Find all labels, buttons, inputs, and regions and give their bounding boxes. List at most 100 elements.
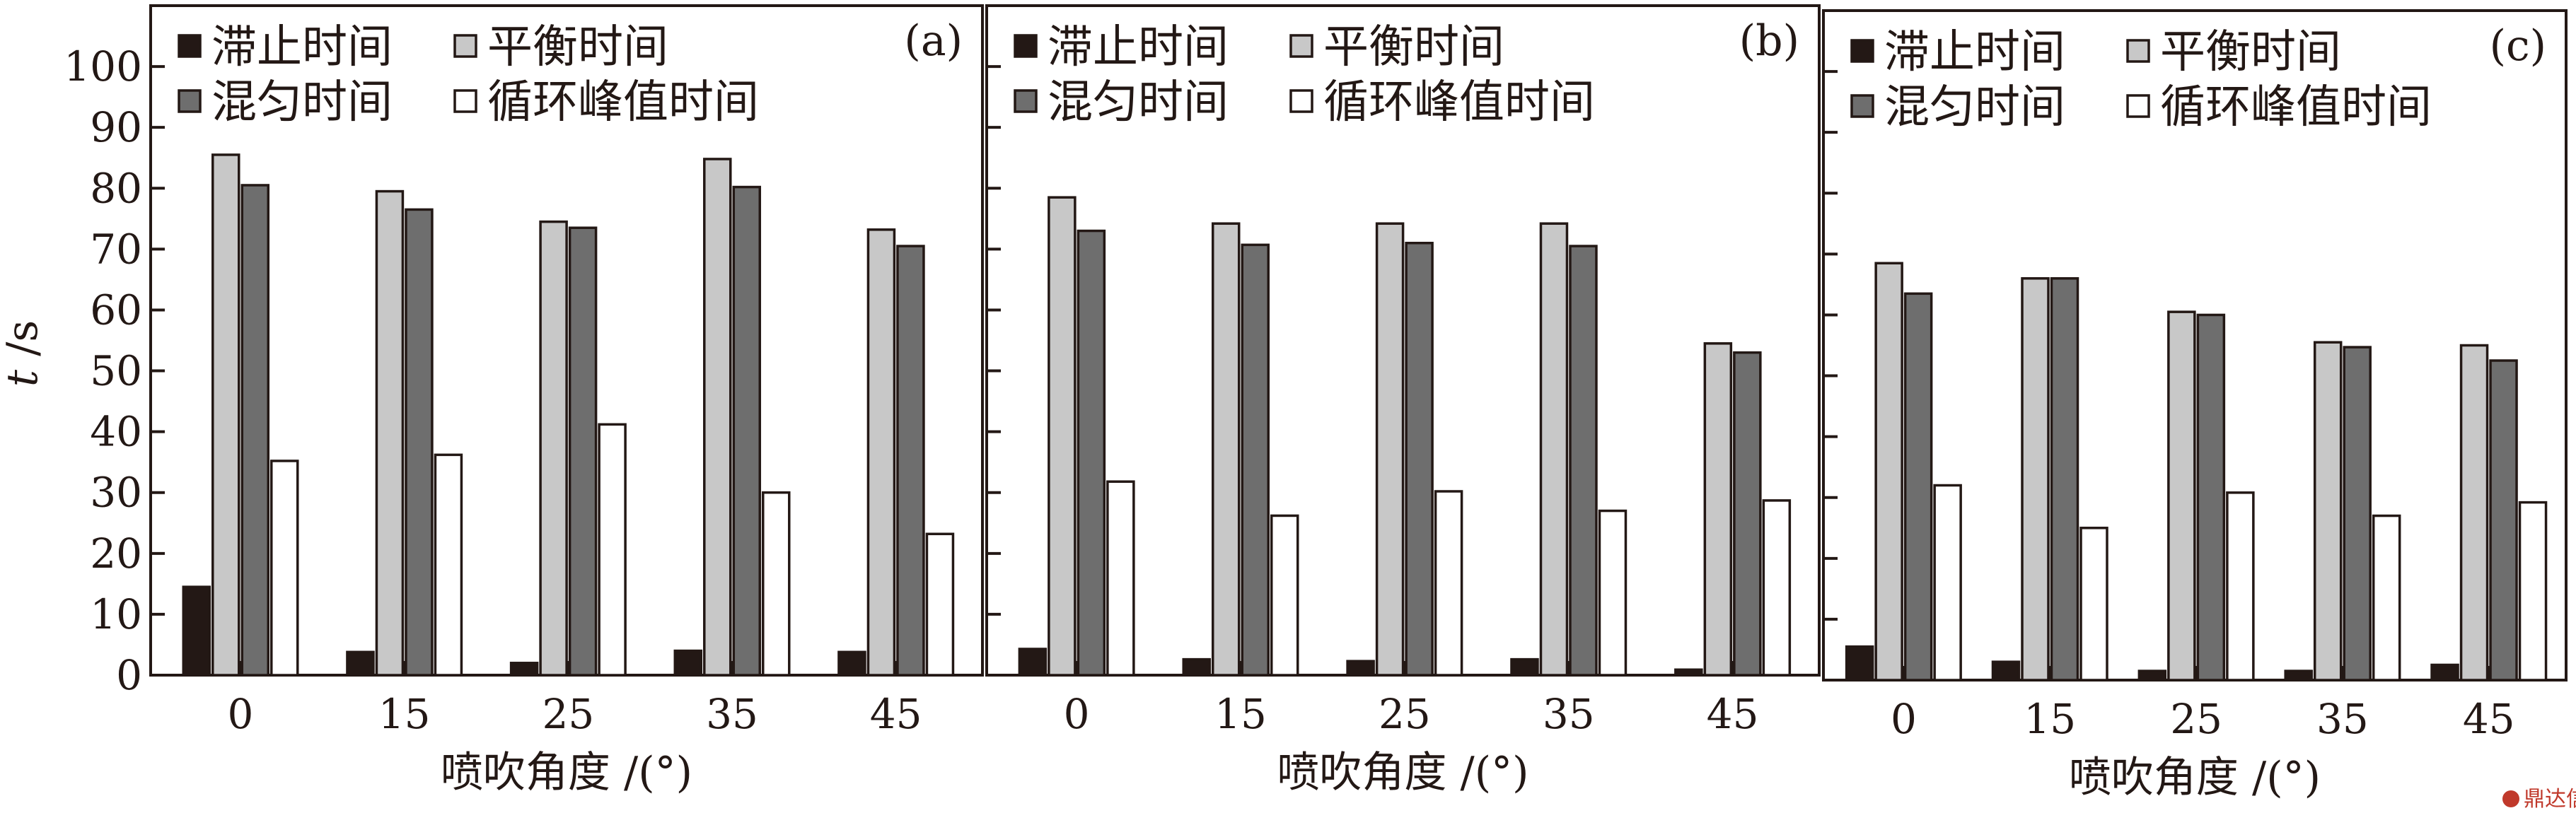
x-tick-label: 25 (1379, 690, 1431, 738)
bar (1874, 262, 1903, 682)
panel-label: (b) (1739, 16, 1799, 66)
bar (1270, 514, 1299, 677)
y-tick-label: 80 (90, 164, 142, 212)
bar (1903, 292, 1933, 682)
legend-swatch (1850, 94, 1874, 118)
x-axis-title: 喷吹角度 /(°) (2069, 753, 2321, 802)
legend-label: 平衡时间 (1323, 21, 1504, 74)
bar (925, 532, 955, 677)
bar (1434, 490, 1463, 677)
x-tick-label: 0 (228, 690, 254, 738)
bar (2518, 501, 2548, 682)
x-tick-label: 35 (706, 690, 758, 738)
panel-label: (c) (2490, 21, 2546, 71)
bar (211, 153, 240, 677)
bar (1733, 351, 1762, 677)
bar (1405, 242, 1434, 677)
bar (2079, 527, 2108, 682)
bar (1510, 657, 1539, 677)
bar (2050, 277, 2079, 682)
x-tick-label: 15 (378, 690, 431, 738)
panel-label: (a) (904, 16, 963, 66)
legend-swatch (1014, 89, 1038, 113)
bar (1077, 229, 1106, 677)
bar (182, 585, 211, 677)
bar (673, 649, 703, 677)
y-tick-label: 40 (90, 408, 142, 456)
bar (240, 184, 270, 677)
y-tick-label: 90 (90, 103, 142, 151)
y-tick-label: 0 (116, 651, 142, 699)
bar (1375, 222, 1405, 677)
bar (1762, 499, 1792, 677)
y-tick-label: 100 (64, 42, 142, 90)
x-axis-title: 喷吹角度 /(°) (1277, 748, 1528, 797)
bar (270, 460, 299, 677)
legend-label: 滞止时间 (1884, 26, 2065, 78)
bar (2226, 491, 2255, 682)
bar (346, 650, 375, 677)
bar (1241, 243, 1270, 677)
y-tick-label: 60 (90, 286, 142, 334)
x-tick-label: 15 (2024, 695, 2076, 743)
legend-swatch (1289, 89, 1313, 113)
x-tick-label: 45 (1707, 690, 1759, 738)
y-axis-title-symbol: t (0, 369, 47, 387)
bar (509, 662, 539, 677)
bar (866, 228, 896, 677)
legend-label: 平衡时间 (2160, 26, 2341, 78)
x-tick-label: 25 (542, 690, 594, 738)
legend-label: 平衡时间 (487, 21, 668, 74)
legend-swatch (1014, 34, 1038, 58)
legend-label: 循环峰值时间 (2160, 81, 2432, 134)
y-axis-title-unit: /s (0, 320, 47, 370)
bar (2313, 341, 2343, 682)
bar (837, 650, 866, 677)
bar (2196, 313, 2226, 682)
legend-label: 循环峰值时间 (1323, 76, 1595, 129)
bar (2284, 669, 2313, 682)
x-tick-label: 25 (2170, 695, 2222, 743)
panels: 0 10 20 30 40 50 60 70 80 90 100 0 15 25 35 45 滞止时间 平衡时间混… (64, 4, 2568, 802)
watermark: 鼎达信 (2502, 787, 2576, 812)
bar (1346, 660, 1375, 677)
x-tick-label: 15 (1214, 690, 1267, 738)
bar (2372, 514, 2401, 682)
bar (1018, 648, 1048, 677)
y-tick-label: 70 (90, 225, 142, 273)
legend-label: 滞止时间 (1048, 21, 1229, 74)
bar (1703, 342, 1733, 677)
y-tick-label: 20 (90, 530, 142, 578)
bar (1674, 668, 1703, 677)
bar (1933, 484, 1962, 682)
legend-swatch (2126, 94, 2150, 118)
legend-label: 循环峰值时间 (487, 76, 759, 129)
bar (732, 185, 762, 677)
legend-label: 混匀时间 (1884, 81, 2065, 134)
y-tick-label: 10 (90, 590, 142, 638)
bar (1048, 196, 1077, 677)
x-tick-label: 35 (1543, 690, 1595, 738)
legend-swatch (453, 89, 477, 113)
legend-swatch (1850, 39, 1874, 63)
y-axis-title: t /s (0, 320, 47, 387)
legend-swatch (2126, 39, 2150, 63)
bar (2167, 310, 2196, 682)
y-tick-label: 30 (90, 469, 142, 517)
watermark-text: 鼎达信 (2524, 787, 2576, 812)
bar (1539, 222, 1569, 677)
watermark-logo-icon (2502, 790, 2519, 807)
x-tick-label: 45 (2463, 695, 2515, 743)
legend-swatch (453, 34, 477, 58)
x-tick-label: 35 (2316, 695, 2369, 743)
y-tick-label: 50 (90, 347, 142, 395)
bar (1569, 245, 1598, 677)
bar (598, 423, 627, 677)
legend-swatch (1289, 34, 1313, 58)
bar (2343, 346, 2372, 682)
